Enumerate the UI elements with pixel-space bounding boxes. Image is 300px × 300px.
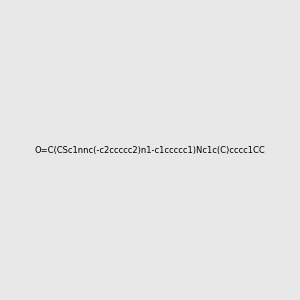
Text: O=C(CSc1nnc(-c2ccccc2)n1-c1ccccc1)Nc1c(C)cccc1CC: O=C(CSc1nnc(-c2ccccc2)n1-c1ccccc1)Nc1c(C…: [34, 146, 266, 154]
